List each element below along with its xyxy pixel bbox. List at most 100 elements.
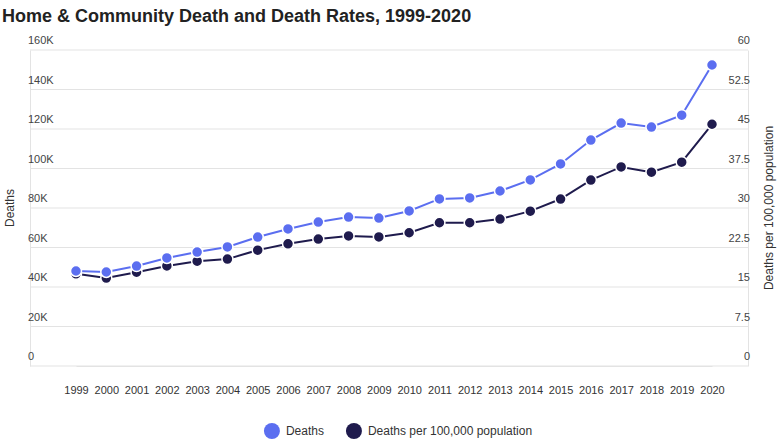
y-axis-title: Deaths xyxy=(3,189,17,227)
x-tick-label: 2001 xyxy=(125,384,149,396)
y2-tick-label: 15 xyxy=(738,271,750,283)
y2-tick: 0 xyxy=(744,350,750,366)
y2-tick-label: 52.5 xyxy=(729,74,750,86)
legend-label: Deaths per 100,000 population xyxy=(368,424,532,438)
series-point xyxy=(161,252,172,263)
y2-tick: 45 xyxy=(738,113,750,129)
y-tick-label: 160K xyxy=(28,34,54,46)
x-tick: 2020 xyxy=(700,366,724,396)
series-point xyxy=(404,205,415,216)
series-point xyxy=(495,214,506,225)
grid-line xyxy=(30,168,748,169)
y2-tick-label: 7.5 xyxy=(735,311,750,323)
series-point xyxy=(252,232,263,243)
x-tick-label: 2015 xyxy=(549,384,573,396)
x-tick: 2011 xyxy=(428,366,452,396)
x-tick-label: 2014 xyxy=(519,384,543,396)
x-tick-label: 2019 xyxy=(670,384,694,396)
series-point xyxy=(283,238,294,249)
x-tick: 2014 xyxy=(519,366,543,396)
grid xyxy=(30,50,748,366)
x-tick: 2015 xyxy=(549,366,573,396)
series-point xyxy=(707,119,718,130)
grid-line xyxy=(30,50,748,51)
series-point xyxy=(222,254,233,265)
x-tick-label: 2004 xyxy=(216,384,240,396)
y-tick: 40K xyxy=(28,271,48,287)
x-tick: 2018 xyxy=(640,366,664,396)
y-tick: 160K xyxy=(28,34,54,50)
y-tick-label: 80K xyxy=(28,192,48,204)
series-point xyxy=(71,266,82,277)
series-point xyxy=(707,60,718,71)
x-tick-label: 2016 xyxy=(579,384,603,396)
grid-line xyxy=(30,208,748,209)
series-point xyxy=(192,247,203,258)
y-tick-label: 140K xyxy=(28,74,54,86)
y2-tick-label: 37.5 xyxy=(729,153,750,165)
series-point xyxy=(464,192,475,203)
x-tick-label: 2013 xyxy=(488,384,512,396)
x-tick-label: 2017 xyxy=(609,384,633,396)
x-tick: 2007 xyxy=(307,366,331,396)
x-tick: 2012 xyxy=(458,366,482,396)
x-tick: 2003 xyxy=(185,366,209,396)
x-tick-label: 2011 xyxy=(428,384,452,396)
y2-tick: 37.5 xyxy=(729,153,750,169)
grid-line xyxy=(30,89,748,90)
series-point xyxy=(373,213,384,224)
legend-marker xyxy=(264,423,280,439)
series xyxy=(71,119,718,284)
y-tick: 140K xyxy=(28,74,54,90)
y2-tick-label: 22.5 xyxy=(729,232,750,244)
plot-area xyxy=(71,60,718,284)
series-point xyxy=(464,217,475,228)
y2-axis-title: Deaths per 100,000 population xyxy=(762,126,776,290)
x-tick: 2016 xyxy=(579,366,603,396)
series-point xyxy=(676,110,687,121)
x-tick: 1999 xyxy=(64,366,88,396)
chart: Home & Community Death and Death Rates, … xyxy=(0,0,780,447)
x-tick-label: 1999 xyxy=(64,384,88,396)
y2-tick: 52.5 xyxy=(729,74,750,90)
grid-line xyxy=(30,247,748,248)
series-point xyxy=(646,167,657,178)
x-axis: 1999 2000 2001 20022003 2004 2005 2006 2007 2008… xyxy=(64,366,724,396)
x-tick: 2006 xyxy=(276,366,300,396)
series-point xyxy=(616,118,627,129)
y2-tick: 60 xyxy=(738,34,750,50)
series-line xyxy=(76,124,712,278)
series-point xyxy=(525,174,536,185)
legend-item: Deaths xyxy=(264,423,324,439)
legend-marker xyxy=(346,423,362,439)
series-point xyxy=(343,230,354,241)
x-tick-label: 2020 xyxy=(700,384,724,396)
series-point xyxy=(585,175,596,186)
series-point xyxy=(585,135,596,146)
y2-tick: 15 xyxy=(738,271,750,287)
series-point xyxy=(616,161,627,172)
y-tick-label: 0 xyxy=(28,350,34,362)
series-point xyxy=(676,157,687,168)
x-tick-label: 2018 xyxy=(640,384,664,396)
series-point xyxy=(434,217,445,228)
x-tick: 2005 xyxy=(246,366,270,396)
grid-line xyxy=(30,129,748,130)
x-tick-label: 2007 xyxy=(307,384,331,396)
series-point xyxy=(313,234,324,245)
series-point xyxy=(313,217,324,228)
title: Home & Community Death and Death Rates, … xyxy=(2,6,471,26)
y-tick-label: 100K xyxy=(28,153,54,165)
y2-tick: 7.5 xyxy=(735,311,750,327)
x-tick-label: 2000 xyxy=(95,384,119,396)
x-tick: 2010 xyxy=(397,366,421,396)
y-tick: 60K xyxy=(28,232,48,248)
x-tick-label: 2005 xyxy=(246,384,270,396)
x-tick: 2002 xyxy=(155,366,179,396)
x-tick: 2008 xyxy=(337,366,361,396)
series-point xyxy=(404,227,415,238)
x-tick-label: 2008 xyxy=(337,384,361,396)
y2-tick: 30 xyxy=(738,192,750,208)
x-tick-label: 2010 xyxy=(397,384,421,396)
grid-line xyxy=(30,366,748,367)
